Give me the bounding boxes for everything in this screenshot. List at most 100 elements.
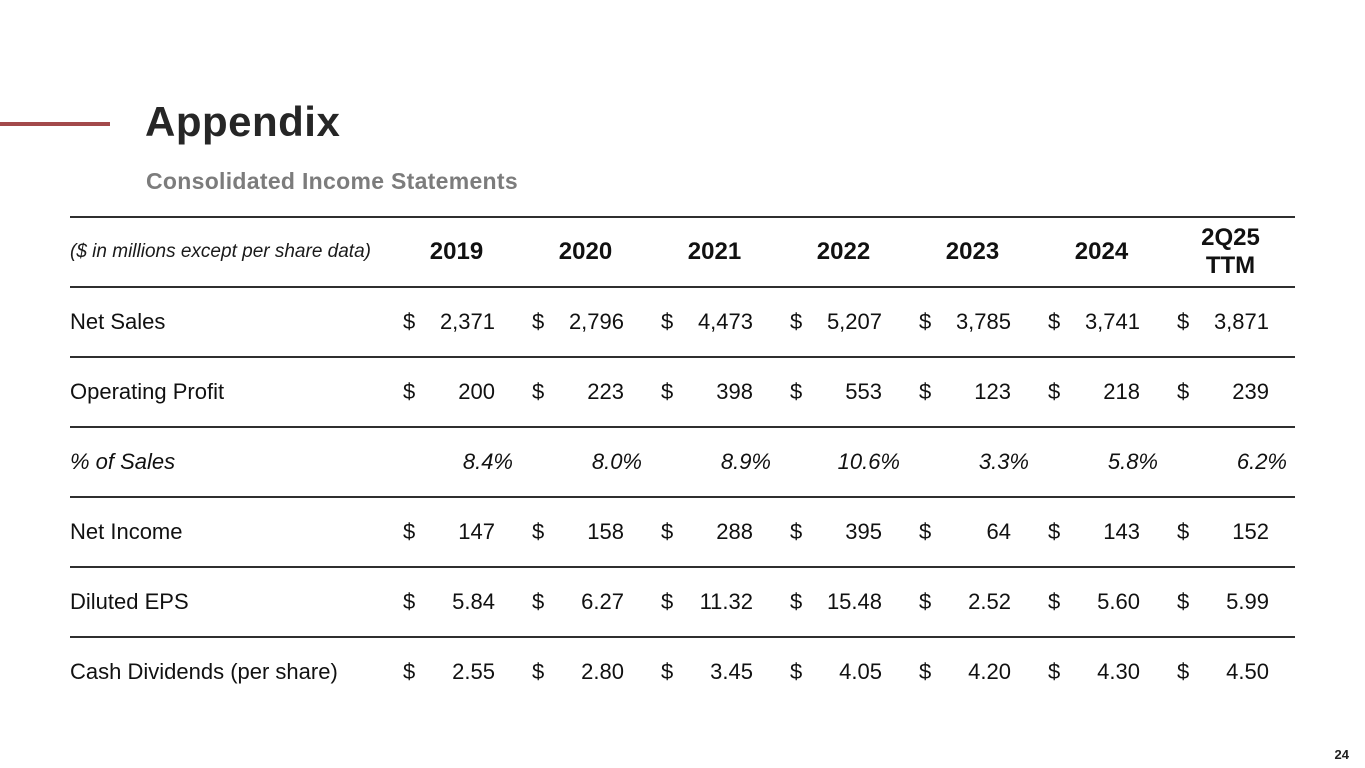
cell-value: 5,207 — [826, 309, 882, 334]
cell-value: 2.55 — [452, 659, 495, 684]
currency-symbol: $ — [790, 379, 803, 404]
currency-symbol: $ — [1048, 659, 1061, 684]
cell-value: 200 — [458, 379, 495, 404]
cell-value: 158 — [587, 519, 624, 544]
currency-symbol: $ — [403, 659, 416, 684]
cell-value: 11.32 — [699, 589, 753, 614]
row-label: Operating Profit — [70, 378, 225, 404]
column-header-2023: 2023 — [945, 238, 1000, 266]
cell-value: 4.20 — [968, 659, 1011, 684]
cell-value: 4.30 — [1097, 659, 1140, 684]
page-number: 24 — [1334, 747, 1349, 762]
currency-symbol: $ — [403, 379, 416, 404]
cell-value: 8.4% — [462, 449, 513, 474]
currency-symbol: $ — [661, 379, 674, 404]
currency-symbol: $ — [919, 309, 932, 334]
currency-symbol: $ — [532, 309, 545, 334]
cell-value: 3.3% — [978, 449, 1029, 474]
currency-symbol: $ — [1048, 379, 1061, 404]
cell-value: 6.2% — [1236, 449, 1287, 474]
column-header-2021: 2021 — [687, 238, 742, 266]
cell-value: 3,785 — [955, 309, 1011, 334]
currency-symbol: $ — [403, 309, 416, 334]
row-label: Net Sales — [70, 308, 166, 334]
cell-value: 398 — [716, 379, 753, 404]
currency-symbol: $ — [1177, 589, 1190, 614]
cell-value: 3,741 — [1084, 309, 1140, 334]
cell-value: 15.48 — [826, 589, 882, 614]
column-header-2020: 2020 — [558, 238, 613, 266]
currency-symbol: $ — [1177, 309, 1190, 334]
cell-value: 288 — [716, 519, 753, 544]
row-label: Net Income — [70, 518, 183, 544]
currency-symbol: $ — [661, 589, 674, 614]
cell-value: 152 — [1232, 519, 1269, 544]
currency-symbol: $ — [1177, 519, 1190, 544]
table-row-pct-of-sales: % of Sales 8.4% 8.0% 8.9% 10.6% 3.3% 5.8… — [70, 427, 1295, 497]
table-row-net-income: Net Income $147 $158 $288 $395 $64 $143 … — [70, 497, 1295, 567]
currency-symbol: $ — [532, 379, 545, 404]
table-row-operating-profit: Operating Profit $200 $223 $398 $553 $12… — [70, 357, 1295, 427]
cell-value: 6.27 — [581, 589, 624, 614]
cell-value: 223 — [587, 379, 624, 404]
page-subtitle: Consolidated Income Statements — [146, 168, 518, 194]
cell-value: 4.05 — [839, 659, 882, 684]
cell-value: 5.84 — [452, 589, 495, 614]
column-header-2024: 2024 — [1074, 238, 1129, 266]
currency-symbol: $ — [532, 519, 545, 544]
currency-symbol: $ — [1177, 379, 1190, 404]
currency-symbol: $ — [661, 519, 674, 544]
column-header-2022: 2022 — [816, 238, 871, 266]
currency-symbol: $ — [790, 519, 803, 544]
cell-value: 8.9% — [720, 449, 771, 474]
currency-symbol: $ — [1048, 589, 1061, 614]
currency-symbol: $ — [532, 659, 545, 684]
cell-value: 2,796 — [568, 309, 624, 334]
cell-value: 64 — [986, 519, 1011, 544]
cell-value: 218 — [1103, 379, 1140, 404]
table-unit-note: ($ in millions except per share data) — [70, 240, 371, 262]
currency-symbol: $ — [790, 309, 803, 334]
cell-value: 4,473 — [697, 309, 753, 334]
cell-value: 2.80 — [581, 659, 624, 684]
income-statements-table: ($ in millions except per share data) 20… — [70, 216, 1295, 706]
row-label: % of Sales — [70, 448, 176, 474]
cell-value: 5.60 — [1097, 589, 1140, 614]
cell-value: 123 — [974, 379, 1011, 404]
table-row-net-sales: Net Sales $2,371 $2,796 $4,473 $5,207 $3… — [70, 287, 1295, 357]
cell-value: 553 — [845, 379, 882, 404]
cell-value: 395 — [845, 519, 882, 544]
cell-value: 2.52 — [968, 589, 1011, 614]
table-row-cash-dividends: Cash Dividends (per share) $2.55 $2.80 $… — [70, 637, 1295, 706]
cell-value: 10.6% — [837, 449, 900, 474]
currency-symbol: $ — [1048, 309, 1061, 334]
cell-value: 3,871 — [1213, 309, 1269, 334]
currency-symbol: $ — [1048, 519, 1061, 544]
cell-value: 8.0% — [591, 449, 642, 474]
table-header-row: ($ in millions except per share data) 20… — [70, 217, 1295, 287]
currency-symbol: $ — [790, 589, 803, 614]
currency-symbol: $ — [532, 589, 545, 614]
currency-symbol: $ — [661, 309, 674, 334]
table-row-diluted-eps: Diluted EPS $5.84 $6.27 $11.32 $15.48 $2… — [70, 567, 1295, 637]
cell-value: 143 — [1103, 519, 1140, 544]
column-header-2019: 2019 — [429, 238, 484, 266]
row-label: Cash Dividends (per share) — [70, 658, 338, 684]
currency-symbol: $ — [919, 659, 932, 684]
cell-value: 2,371 — [439, 309, 495, 334]
cell-value: 5.8% — [1107, 449, 1158, 474]
cell-value: 239 — [1232, 379, 1269, 404]
row-label: Diluted EPS — [70, 588, 189, 614]
currency-symbol: $ — [661, 659, 674, 684]
currency-symbol: $ — [403, 519, 416, 544]
currency-symbol: $ — [919, 589, 932, 614]
page-title: Appendix — [145, 98, 341, 145]
currency-symbol: $ — [919, 519, 932, 544]
currency-symbol: $ — [403, 589, 416, 614]
cell-value: 3.45 — [710, 659, 753, 684]
cell-value: 5.99 — [1226, 589, 1269, 614]
cell-value: 147 — [458, 519, 495, 544]
cell-value: 4.50 — [1226, 659, 1269, 684]
currency-symbol: $ — [1177, 659, 1190, 684]
